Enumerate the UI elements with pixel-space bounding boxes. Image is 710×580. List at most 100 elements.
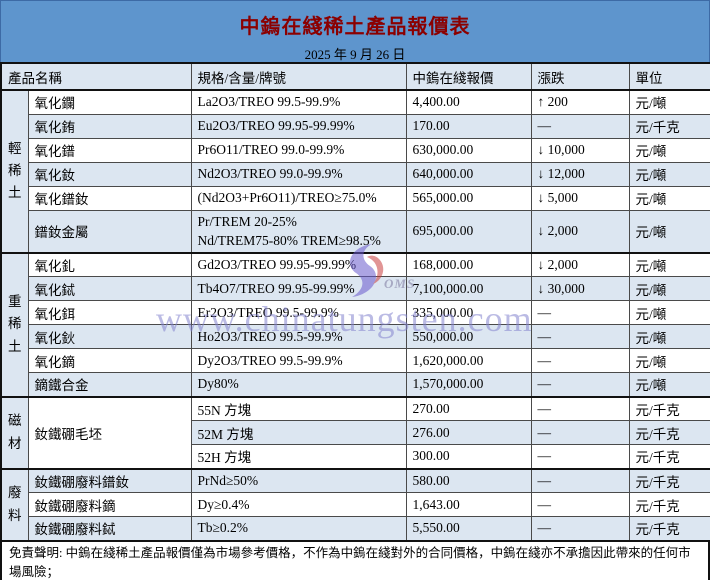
table-row: 52M 方塊 276.00 — 元/千克 — [1, 420, 710, 446]
table-row: 氧化鉺 Er2O3/TREO 99.5-99.9% 335,000.00 — 元… — [1, 300, 710, 326]
price-cell: 335,000.00 — [405, 300, 532, 326]
change-cell: ↓ 10,000 — [530, 137, 630, 163]
table-row: 氧化鏑 Dy2O3/TREO 99.5-99.9% 1,620,000.00 —… — [1, 348, 710, 374]
table-row: 氧化鈥 Ho2O3/TREO 99.5-99.9% 550,000.00 — 元… — [1, 324, 710, 350]
unit-cell: 元/千克 — [628, 516, 710, 542]
unit-cell: 元/千克 — [628, 420, 710, 446]
group-label-light-rare-earth: 輕稀土 — [0, 89, 29, 254]
change-cell: ↑ 200 — [530, 89, 630, 115]
price-cell: 7,100,000.00 — [405, 276, 532, 302]
col-header-change: 漲跌 — [530, 62, 630, 91]
table-row: 磁材 釹鐵硼毛坯 55N 方塊 270.00 — 元/千克 — [0, 395, 710, 470]
table-row: 輕稀土 氧化鑭 La2O3/TREO 99.5-99.9% 4,400.00 ↑… — [0, 89, 710, 254]
unit-cell: 元/千克 — [628, 395, 710, 422]
disclaimer-footer: 免責聲明: 中鎢在綫稀土產品報價僅為市場參考價格，不作為中鎢在綫對外的合同價格，… — [0, 541, 710, 580]
group-label-heavy-rare-earth: 重稀土 — [0, 251, 29, 398]
product-name-cell: 鏑鐵合金 — [27, 372, 192, 398]
price-cell: 630,000.00 — [405, 137, 532, 163]
table-row: 鏑鐵合金 Dy80% 1,570,000.00 — 元/噸 — [1, 372, 710, 398]
change-cell: ↓ 2,000 — [530, 251, 630, 278]
price-cell: 300.00 — [405, 444, 532, 470]
spec-cell: Dy2O3/TREO 99.5-99.9% — [190, 348, 407, 374]
col-header-price: 中鎢在綫報價 — [405, 62, 532, 91]
unit-cell: 元/噸 — [628, 300, 710, 326]
spec-line-2: Nd/TREM75-80% TREM≥98.5% — [197, 233, 381, 249]
table-row: 鐠釹金屬 Pr/TREM 20-25% Nd/TREM75-80% TREM≥9… — [1, 209, 710, 254]
price-cell: 580.00 — [405, 467, 532, 494]
price-cell: 5,550.00 — [405, 516, 532, 542]
change-cell: — — [530, 467, 630, 494]
page-title: 中鎢在綫稀土產品報價表 — [239, 16, 471, 38]
change-cell: — — [530, 300, 630, 326]
price-cell: 550,000.00 — [405, 324, 532, 350]
table-row: 氧化鐠 Pr6O11/TREO 99.0-99.9% 630,000.00 ↓ … — [1, 137, 710, 163]
product-name-cell: 氧化鐠釹 — [27, 185, 192, 211]
unit-cell: 元/噸 — [628, 89, 710, 115]
price-cell: 640,000.00 — [405, 161, 532, 187]
table-row: 氧化銪 Eu2O3/TREO 99.95-99.99% 170.00 — 元/千… — [1, 113, 710, 139]
change-cell: — — [530, 348, 630, 374]
change-cell: ↓ 2,000 — [530, 209, 630, 254]
col-header-product: 產品名稱 — [0, 62, 192, 91]
product-name-cell: 釹鐵硼廢料鐠釹 — [27, 467, 192, 494]
spec-cell: Dy80% — [190, 372, 407, 398]
spec-cell: Pr6O11/TREO 99.0-99.9% — [190, 137, 407, 163]
spec-line-1: Pr/TREM 20-25% — [197, 213, 297, 229]
product-name-cell: 氧化鋱 — [27, 276, 192, 302]
product-name-cell: 氧化銪 — [27, 113, 192, 139]
change-cell: ↓ 5,000 — [530, 185, 630, 211]
change-cell: — — [530, 492, 630, 518]
spec-cell: (Nd2O3+Pr6O11)/TREO≥75.0% — [190, 185, 407, 211]
change-cell: ↓ 12,000 — [530, 161, 630, 187]
price-cell: 276.00 — [405, 420, 532, 446]
spec-cell: Tb≥0.2% — [190, 516, 407, 542]
col-header-spec: 規格/含量/牌號 — [190, 62, 407, 91]
product-name-cell: 氧化釹 — [27, 161, 192, 187]
change-cell: — — [530, 324, 630, 350]
spec-cell: Pr/TREM 20-25% Nd/TREM75-80% TREM≥98.5% — [190, 209, 407, 254]
change-cell: — — [530, 516, 630, 542]
col-header-unit: 單位 — [628, 62, 710, 91]
banner: 中鎢在綫稀土產品報價表 2025 年 9 月 26 日 — [0, 0, 710, 62]
spec-cell: Er2O3/TREO 99.5-99.9% — [190, 300, 407, 326]
spec-cell: La2O3/TREO 99.5-99.9% — [190, 89, 407, 115]
product-name-cell: 氧化鈥 — [27, 324, 192, 350]
report-date: 2025 年 9 月 26 日 — [304, 47, 406, 62]
product-name-cell: 釹鐵硼毛坯 — [27, 395, 192, 470]
product-name-cell: 釹鐵硼廢料鋱 — [27, 516, 192, 542]
price-cell: 270.00 — [405, 395, 532, 422]
table-row: 52H 方塊 300.00 — 元/千克 — [1, 444, 710, 470]
unit-cell: 元/噸 — [628, 161, 710, 187]
price-cell: 1,643.00 — [405, 492, 532, 518]
change-cell: — — [530, 420, 630, 446]
group-label-magnet-material: 磁材 — [0, 395, 29, 470]
product-name-cell: 氧化鐠 — [27, 137, 192, 163]
change-cell: — — [530, 113, 630, 139]
price-cell: 565,000.00 — [405, 185, 532, 211]
spec-cell: 55N 方塊 — [190, 395, 407, 422]
spec-cell: Gd2O3/TREO 99.95-99.99% — [190, 251, 407, 278]
product-name-cell: 氧化鑭 — [27, 89, 192, 115]
spec-cell: PrNd≥50% — [190, 467, 407, 494]
spec-cell: Nd2O3/TREO 99.0-99.9% — [190, 161, 407, 187]
table-row: 氧化釹 Nd2O3/TREO 99.0-99.9% 640,000.00 ↓ 1… — [1, 161, 710, 187]
disclaimer-line-1: 免責聲明: 中鎢在綫稀土產品報價僅為市場參考價格，不作為中鎢在綫對外的合同價格，… — [9, 545, 691, 579]
change-cell: ↓ 30,000 — [530, 276, 630, 302]
header-row: 產品名稱 規格/含量/牌號 中鎢在綫報價 漲跌 單位 — [0, 62, 710, 91]
price-cell: 1,570,000.00 — [405, 372, 532, 398]
product-name-cell: 釹鐵硼廢料鏑 — [27, 492, 192, 518]
spec-cell: Tb4O7/TREO 99.95-99.99% — [190, 276, 407, 302]
table-row: 重稀土 氧化釓 Gd2O3/TREO 99.95-99.99% 168,000.… — [0, 251, 710, 398]
unit-cell: 元/噸 — [628, 185, 710, 211]
group-label-scrap: 廢料 — [0, 467, 29, 542]
table-row: 氧化鐠釹 (Nd2O3+Pr6O11)/TREO≥75.0% 565,000.0… — [1, 185, 710, 211]
unit-cell: 元/噸 — [628, 209, 710, 254]
unit-cell: 元/噸 — [628, 137, 710, 163]
unit-cell: 元/千克 — [628, 444, 710, 470]
unit-cell: 元/噸 — [628, 348, 710, 374]
table-row: 釹鐵硼廢料鋱 Tb≥0.2% 5,550.00 — 元/千克 — [1, 516, 710, 542]
change-cell: — — [530, 372, 630, 398]
product-name-cell: 氧化鉺 — [27, 300, 192, 326]
change-cell: — — [530, 444, 630, 470]
